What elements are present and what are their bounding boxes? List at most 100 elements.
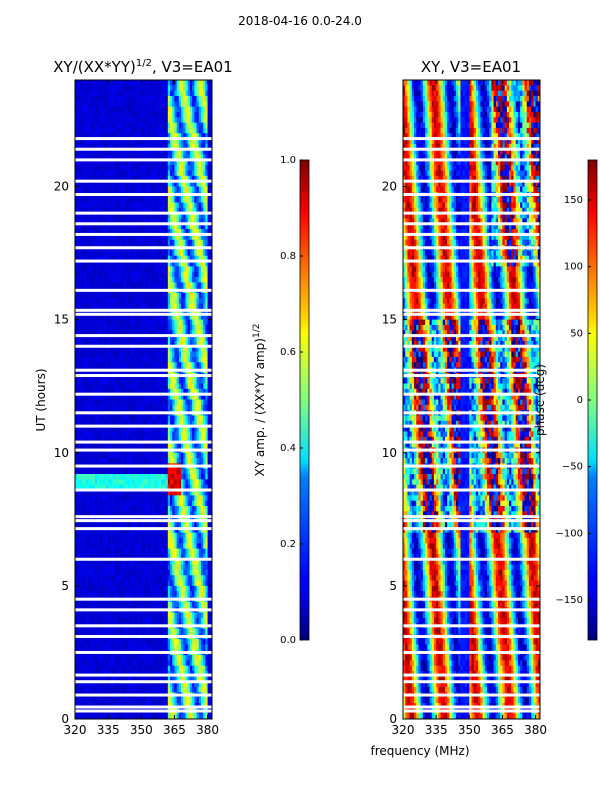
heatmap-cell bbox=[116, 85, 120, 92]
heatmap-cell bbox=[200, 154, 204, 161]
heatmap-cell bbox=[163, 122, 166, 129]
heatmap-cell bbox=[170, 351, 173, 358]
heatmap-cell bbox=[165, 90, 169, 97]
heatmap-cell bbox=[88, 170, 91, 177]
heatmap-cell bbox=[178, 133, 182, 139]
heatmap-cell bbox=[94, 271, 98, 278]
heatmap-cell bbox=[112, 308, 116, 315]
heatmap-cell bbox=[105, 426, 109, 432]
heatmap-cell bbox=[189, 399, 193, 406]
heatmap-cell bbox=[165, 234, 169, 241]
heatmap-cell bbox=[198, 234, 202, 241]
heatmap-cell bbox=[174, 426, 178, 432]
heatmap-cell bbox=[209, 218, 212, 225]
heatmap-cell bbox=[116, 122, 120, 129]
heatmap-cell bbox=[97, 506, 100, 512]
heatmap-cell bbox=[83, 484, 87, 491]
heatmap-cell bbox=[147, 356, 151, 363]
heatmap-cell bbox=[154, 101, 158, 108]
heatmap-cell bbox=[209, 223, 212, 230]
heatmap-cell bbox=[112, 90, 116, 97]
heatmap-cell bbox=[189, 143, 193, 150]
heatmap-cell bbox=[178, 229, 182, 235]
heatmap-cell bbox=[194, 266, 197, 273]
heatmap-cell bbox=[94, 186, 98, 193]
heatmap-cell bbox=[86, 101, 89, 108]
heatmap-cell bbox=[196, 362, 200, 368]
heatmap-cell bbox=[97, 383, 100, 390]
heatmap-cell bbox=[81, 500, 85, 507]
heatmap-cell bbox=[194, 117, 197, 124]
heatmap-cell bbox=[123, 223, 127, 230]
heatmap-cell bbox=[141, 500, 144, 507]
heatmap-cell bbox=[77, 442, 80, 448]
heatmap-cell bbox=[134, 266, 138, 273]
heatmap-cell bbox=[139, 170, 142, 177]
heatmap-cell bbox=[86, 458, 89, 464]
heatmap-cell bbox=[205, 207, 208, 214]
heatmap-cell bbox=[150, 356, 153, 363]
heatmap-cell bbox=[110, 351, 113, 358]
heatmap-cell bbox=[200, 186, 204, 193]
heatmap-cell bbox=[130, 330, 133, 336]
heatmap-cell bbox=[178, 101, 182, 108]
heatmap-cell bbox=[207, 500, 211, 507]
heatmap-cell bbox=[198, 319, 202, 326]
heatmap-cell bbox=[86, 314, 89, 321]
heatmap-cell bbox=[81, 175, 85, 182]
heatmap-cell bbox=[110, 340, 113, 347]
heatmap-cell bbox=[203, 378, 206, 384]
heatmap-cell bbox=[152, 298, 155, 305]
heatmap-cell bbox=[134, 436, 138, 443]
heatmap-cell bbox=[114, 117, 118, 124]
heatmap-cell bbox=[136, 452, 140, 459]
heatmap-cell bbox=[92, 388, 96, 395]
heatmap-cell bbox=[81, 362, 85, 368]
heatmap-cell bbox=[196, 154, 200, 161]
heatmap-cell bbox=[101, 271, 105, 278]
heatmap-cell bbox=[196, 127, 200, 134]
heatmap-cell bbox=[116, 170, 120, 177]
heatmap-cell bbox=[75, 335, 78, 342]
heatmap-cell bbox=[136, 223, 140, 230]
heatmap-cell bbox=[108, 255, 111, 262]
heatmap-cell bbox=[83, 266, 87, 273]
heatmap-cell bbox=[176, 138, 180, 145]
heatmap-cell bbox=[90, 484, 94, 491]
heatmap-cell bbox=[116, 293, 120, 299]
heatmap-cell bbox=[200, 458, 204, 464]
heatmap-cell bbox=[125, 234, 129, 241]
heatmap-cell bbox=[174, 159, 178, 166]
heatmap-cell bbox=[163, 213, 166, 219]
heatmap-cell bbox=[125, 90, 129, 97]
heatmap-cell bbox=[147, 266, 151, 273]
heatmap-cell bbox=[165, 335, 169, 342]
heatmap-cell bbox=[181, 468, 184, 475]
heatmap-cell bbox=[192, 479, 195, 486]
heatmap-cell bbox=[156, 351, 160, 358]
heatmap-cell bbox=[134, 149, 138, 155]
heatmap-cell bbox=[79, 506, 83, 512]
heatmap-cell bbox=[99, 452, 102, 459]
heatmap-cell bbox=[165, 314, 169, 321]
heatmap-cell bbox=[198, 271, 202, 278]
heatmap-cell bbox=[90, 442, 94, 448]
heatmap-cell bbox=[86, 95, 89, 102]
heatmap-cell bbox=[132, 159, 136, 166]
heatmap-cell bbox=[172, 101, 175, 108]
heatmap-cell bbox=[79, 415, 83, 422]
heatmap-cell bbox=[178, 495, 182, 502]
heatmap-cell bbox=[134, 175, 138, 182]
heatmap-cell bbox=[99, 266, 102, 273]
heatmap-cell bbox=[161, 426, 164, 432]
heatmap-cell bbox=[196, 303, 200, 310]
heatmap-cell bbox=[163, 431, 166, 438]
heatmap-cell bbox=[130, 356, 133, 363]
heatmap-cell bbox=[97, 468, 100, 475]
heatmap-cell bbox=[181, 277, 184, 283]
heatmap-cell bbox=[114, 85, 118, 92]
heatmap-cell bbox=[75, 351, 78, 358]
heatmap-cell bbox=[163, 154, 166, 161]
heatmap-cell bbox=[77, 293, 80, 299]
heatmap-cell bbox=[112, 346, 116, 352]
